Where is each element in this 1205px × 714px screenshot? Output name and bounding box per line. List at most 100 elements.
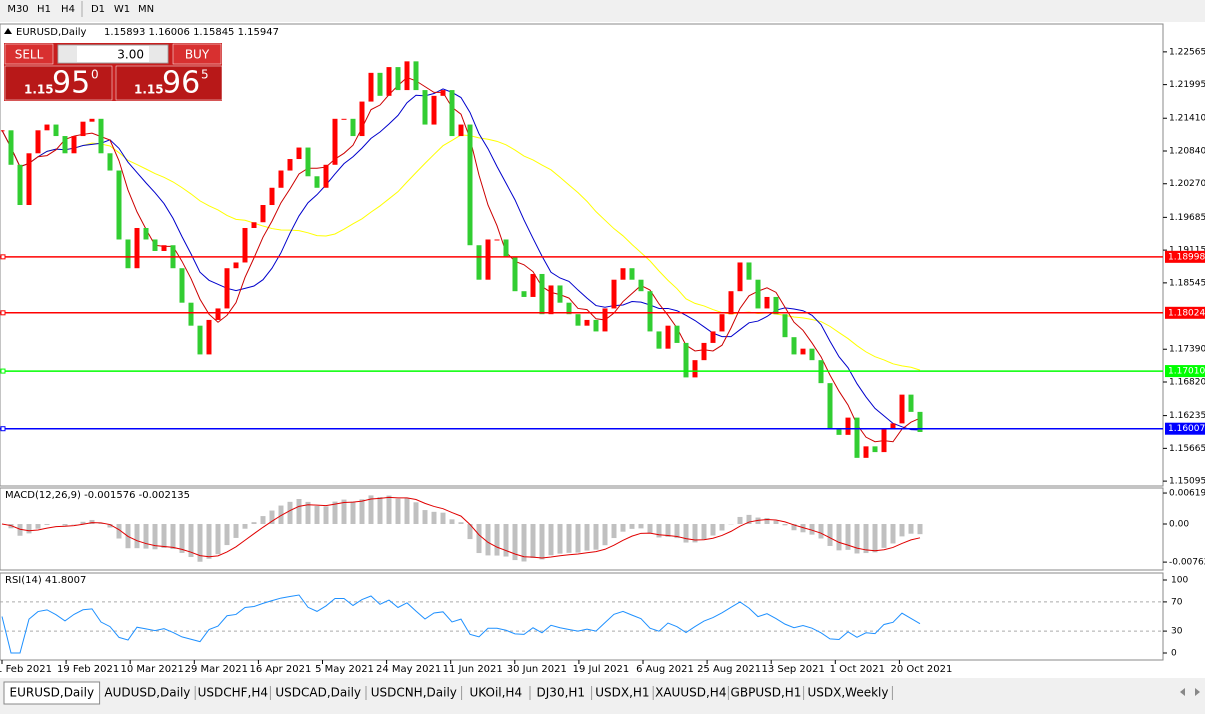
macd-histogram	[828, 524, 833, 546]
macd-histogram	[900, 524, 905, 536]
level-label: 1.16007	[1168, 424, 1205, 434]
candle	[792, 337, 797, 354]
candle	[765, 297, 770, 308]
lot-value[interactable]: 3.00	[117, 48, 144, 62]
macd-histogram	[450, 519, 455, 524]
macd-histogram	[324, 506, 329, 524]
tab[interactable]: UKOil,H4	[470, 686, 523, 700]
tab[interactable]: USDX,H1	[595, 686, 649, 700]
tab[interactable]: USDCNH,Daily	[371, 686, 457, 700]
x-tick-label: 1 Feb 2021	[0, 664, 52, 675]
candle	[873, 446, 878, 452]
macd-histogram	[315, 506, 320, 524]
candle	[468, 125, 473, 246]
level-handle[interactable]	[1, 255, 5, 259]
level-handle[interactable]	[1, 369, 5, 373]
candle	[648, 291, 653, 331]
candle	[198, 326, 203, 355]
macd-histogram	[630, 524, 635, 529]
candle	[810, 349, 815, 360]
lot-down[interactable]	[59, 46, 77, 62]
y-tick-label: 1.16235	[1169, 411, 1205, 421]
timeframe-label[interactable]: D1	[91, 4, 105, 15]
level-handle[interactable]	[1, 311, 5, 315]
candle	[234, 262, 239, 268]
candle	[612, 280, 617, 309]
candle	[558, 285, 563, 302]
tab[interactable]: EURUSD,Daily	[10, 686, 95, 700]
candle	[729, 291, 734, 314]
macd-histogram	[432, 512, 437, 524]
timeframe-label[interactable]: M30	[7, 4, 28, 15]
macd-histogram	[558, 524, 563, 554]
candle	[108, 153, 113, 170]
level-handle[interactable]	[1, 427, 5, 431]
timeframe-label[interactable]: H1	[37, 4, 51, 15]
candle	[279, 171, 284, 188]
macd-histogram	[423, 510, 428, 524]
candle	[504, 239, 509, 256]
candle	[702, 343, 707, 360]
macd-label: MACD(12,26,9) -0.001576 -0.002135	[5, 490, 190, 501]
y-tick-label: 1.17390	[1169, 345, 1205, 355]
tab[interactable]: AUDUSD,Daily	[104, 686, 190, 700]
tab[interactable]: DJ30,H1	[537, 686, 586, 700]
macd-histogram	[648, 524, 653, 533]
candle	[306, 148, 311, 177]
candle	[378, 73, 383, 96]
candle	[639, 280, 644, 291]
lot-up[interactable]	[149, 46, 167, 62]
timeframe-label[interactable]: W1	[114, 4, 130, 15]
x-tick-label: 19 Feb 2021	[57, 664, 119, 675]
macd-histogram	[567, 524, 572, 553]
sell-label[interactable]: SELL	[15, 48, 44, 62]
candle	[540, 274, 545, 314]
x-tick-label: 13 Sep 2021	[762, 664, 825, 675]
candle	[162, 245, 167, 251]
macd-histogram	[594, 524, 599, 550]
macd-histogram	[144, 524, 149, 549]
tab[interactable]: USDX,Weekly	[808, 686, 889, 700]
candle	[585, 320, 590, 326]
candle	[126, 239, 131, 268]
macd-histogram	[261, 516, 266, 524]
candle	[81, 122, 86, 136]
macd-histogram	[918, 524, 923, 534]
candle	[675, 326, 680, 343]
tab[interactable]: USDCHF,H4	[198, 686, 268, 700]
candle	[441, 90, 446, 96]
candle	[135, 228, 140, 268]
candle	[882, 429, 887, 452]
macd-histogram	[27, 524, 32, 533]
candle	[657, 331, 662, 348]
timeframe-label[interactable]: MN	[138, 4, 154, 15]
candle	[666, 326, 671, 349]
candle	[333, 119, 338, 165]
y-tick-label: 0	[1171, 649, 1177, 659]
candle	[756, 280, 761, 309]
macd-histogram	[297, 499, 302, 524]
tab[interactable]: GBPUSD,H1	[731, 686, 802, 700]
candle	[54, 125, 59, 136]
level-label: 1.17010	[1168, 367, 1205, 377]
candle	[288, 159, 293, 170]
candle	[423, 90, 428, 124]
macd-histogram	[243, 524, 248, 529]
sell-price-main: 95	[52, 66, 90, 101]
buy-label[interactable]: BUY	[185, 48, 210, 62]
macd-histogram	[459, 522, 464, 524]
tab[interactable]: XAUUSD,H4	[655, 686, 726, 700]
macd-histogram	[738, 517, 743, 524]
macd-histogram	[585, 524, 590, 551]
buy-price-sup: 5	[201, 68, 209, 82]
timeframe-label[interactable]: H4	[61, 4, 75, 15]
candle	[225, 268, 230, 308]
x-tick-label: 25 Aug 2021	[697, 664, 761, 675]
macd-histogram	[837, 524, 842, 550]
candle	[216, 308, 221, 319]
candle	[783, 314, 788, 337]
candle	[513, 257, 518, 291]
candle	[360, 102, 365, 136]
chart-quote: 1.15893 1.16006 1.15845 1.15947	[104, 27, 279, 38]
tab[interactable]: USDCAD,Daily	[275, 686, 361, 700]
